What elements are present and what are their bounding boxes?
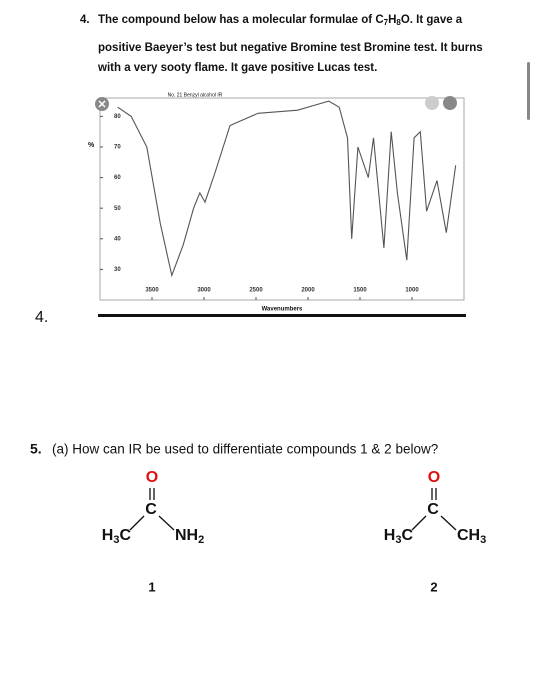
divider xyxy=(98,314,466,317)
bond xyxy=(129,515,145,531)
compound-number: 2 xyxy=(430,579,437,594)
y-tick-label: 30 xyxy=(114,267,121,273)
spectrum-frame xyxy=(99,97,465,301)
bond xyxy=(158,515,175,531)
text: The compound below has a molecular formu… xyxy=(98,14,384,26)
question-text: with a very sooty flame. It gave positiv… xyxy=(97,62,377,74)
spectrum-line xyxy=(117,100,457,278)
question-text: positive Baeyer’s test but negative Brom… xyxy=(98,42,483,54)
text: C xyxy=(401,527,413,544)
plot: 30 40 50 60 70 80 3500 3000 2500 2000 1500 1000 xyxy=(100,100,457,300)
question-text: (a) How can IR be used to differentiate … xyxy=(52,442,438,457)
compound-number: 1 xyxy=(148,579,155,594)
text: H xyxy=(384,527,396,544)
y-tick-label: 50 xyxy=(114,206,121,212)
text: H xyxy=(388,14,396,26)
close-icon xyxy=(98,100,106,108)
oxygen: O xyxy=(146,469,158,486)
oxygen: O xyxy=(428,469,440,486)
carbon: C xyxy=(145,501,157,518)
text: H xyxy=(102,527,114,544)
text: NH xyxy=(175,527,198,544)
side-number: 4. xyxy=(35,309,48,326)
text: CH xyxy=(457,527,480,544)
question-text: The compound below has a molecular formu… xyxy=(98,14,463,27)
subscript: 7 xyxy=(384,18,389,27)
x-tick-label: 2000 xyxy=(301,288,315,294)
subscript: 3 xyxy=(395,534,401,546)
button[interactable] xyxy=(425,96,439,110)
y-tick-label: 60 xyxy=(114,175,121,181)
group: H3C xyxy=(384,527,414,546)
y-axis-label: % xyxy=(88,142,95,149)
text: O. It gave a xyxy=(401,14,463,26)
x-tick-label: 2500 xyxy=(249,288,263,294)
x-tick-label: 1000 xyxy=(405,288,419,294)
subscript: 8 xyxy=(396,18,401,27)
button[interactable] xyxy=(443,96,457,110)
scrollbar[interactable] xyxy=(527,62,530,120)
carbon: C xyxy=(427,501,439,518)
subscript: 3 xyxy=(113,534,119,546)
group: NH2 xyxy=(175,527,204,546)
y-tick-label: 70 xyxy=(114,145,121,151)
question-number: 5. xyxy=(30,441,42,457)
group: CH3 xyxy=(457,527,486,546)
y-tick-label: 40 xyxy=(114,236,121,242)
chart-title: No. 21 Benzyl alcohol IR xyxy=(168,92,223,98)
question-number: 4. xyxy=(80,14,90,26)
x-tick-label: 1500 xyxy=(353,288,367,294)
group: H3C xyxy=(102,527,132,546)
x-tick-label: 3500 xyxy=(145,288,159,294)
x-axis-label: Wavenumbers xyxy=(262,307,303,313)
text: C xyxy=(119,527,131,544)
subscript: 2 xyxy=(198,534,204,546)
x-tick-label: 3000 xyxy=(197,288,211,294)
y-tick-label: 80 xyxy=(114,114,121,120)
subscript: 3 xyxy=(480,534,486,546)
bond xyxy=(411,515,427,531)
bond xyxy=(440,515,457,531)
